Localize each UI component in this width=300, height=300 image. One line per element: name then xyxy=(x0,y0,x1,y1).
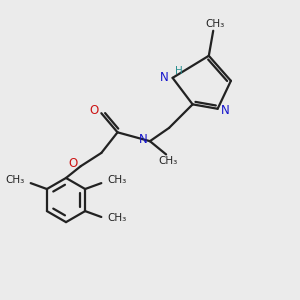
Text: O: O xyxy=(68,157,77,170)
Text: O: O xyxy=(89,104,98,117)
Text: N: N xyxy=(220,104,229,117)
Text: CH₃: CH₃ xyxy=(108,175,127,185)
Text: CH₃: CH₃ xyxy=(5,175,24,185)
Text: CH₃: CH₃ xyxy=(205,19,224,29)
Text: N: N xyxy=(160,71,169,84)
Text: H: H xyxy=(175,66,183,76)
Text: CH₃: CH₃ xyxy=(108,214,127,224)
Text: N: N xyxy=(139,133,148,146)
Text: CH₃: CH₃ xyxy=(158,156,177,166)
